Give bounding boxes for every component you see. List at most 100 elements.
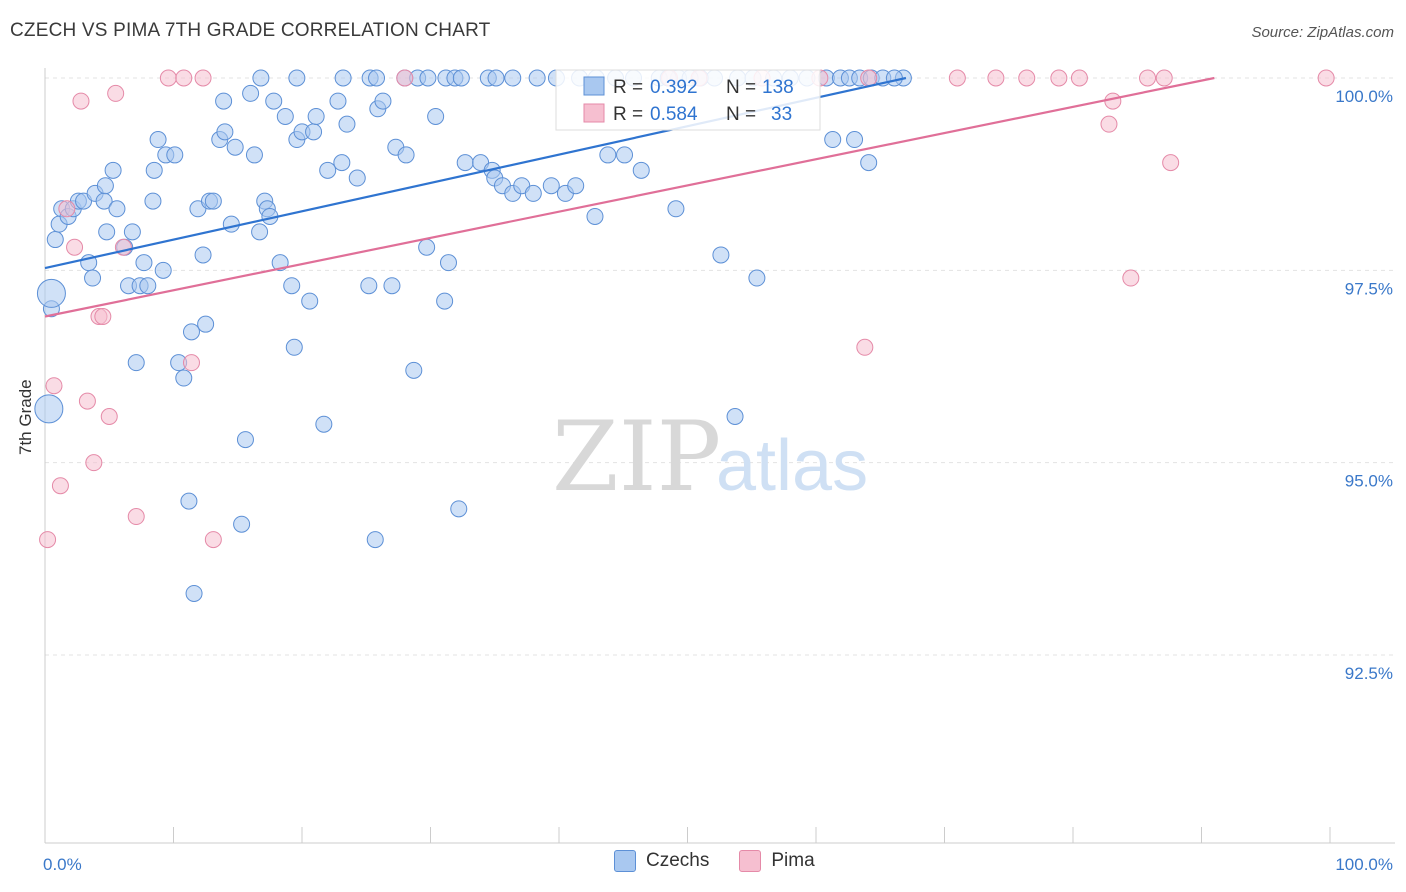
czechs-point bbox=[123, 223, 141, 241]
czechs-point bbox=[333, 154, 351, 172]
pima-swatch bbox=[583, 103, 605, 123]
czechs-point bbox=[175, 369, 193, 387]
czechs-point bbox=[885, 69, 903, 87]
czechs-point bbox=[348, 169, 366, 187]
czechs-point bbox=[204, 192, 222, 210]
czechs-point bbox=[860, 154, 878, 172]
pima-n-label: N = bbox=[726, 104, 756, 125]
czechs-point bbox=[127, 354, 145, 372]
pima-point bbox=[1100, 115, 1118, 133]
czechs-point bbox=[504, 69, 522, 87]
grid-lines bbox=[45, 77, 1395, 656]
pima-points bbox=[39, 69, 1335, 549]
czechs-point bbox=[84, 269, 102, 287]
pima-point bbox=[182, 354, 200, 372]
pima-point bbox=[127, 508, 145, 526]
czechs-point bbox=[98, 223, 116, 241]
czechs-point bbox=[374, 92, 392, 110]
pima-point bbox=[1317, 69, 1335, 87]
czechs-point bbox=[245, 146, 263, 164]
czechs-point bbox=[154, 261, 172, 279]
czechs-points bbox=[34, 69, 912, 602]
pima-point bbox=[100, 408, 118, 426]
y-tick-label: 95.0% bbox=[1345, 472, 1393, 491]
czechs-point bbox=[360, 277, 378, 295]
pima-point bbox=[58, 200, 76, 218]
pima-point bbox=[1122, 269, 1140, 287]
czechs-point bbox=[135, 254, 153, 272]
czechs-point bbox=[301, 292, 319, 310]
czechs-point bbox=[182, 323, 200, 341]
pima-legend-swatch bbox=[739, 850, 762, 872]
pima-point bbox=[1070, 69, 1088, 87]
czechs-point bbox=[427, 107, 445, 125]
czechs-swatch bbox=[583, 76, 605, 96]
czechs-point bbox=[450, 500, 468, 518]
czechs-point-large bbox=[34, 394, 64, 424]
czechs-point bbox=[236, 431, 254, 449]
czechs-point bbox=[144, 192, 162, 210]
czechs-point bbox=[397, 146, 415, 164]
czechs-point bbox=[567, 177, 585, 195]
czechs-point bbox=[726, 408, 744, 426]
pima-point bbox=[66, 238, 84, 256]
legend-item-czechs[interactable]: Czechs bbox=[614, 850, 709, 872]
czechs-point bbox=[632, 161, 650, 179]
pima-point bbox=[1162, 154, 1180, 172]
pima-point bbox=[856, 338, 874, 356]
pima-r-label: R = bbox=[613, 104, 643, 125]
czechs-point bbox=[334, 69, 352, 87]
pima-point bbox=[78, 392, 96, 410]
pima-point bbox=[45, 377, 63, 395]
czechs-point bbox=[487, 69, 505, 87]
czechs-legend-label: Czechs bbox=[646, 850, 710, 871]
stats-legend: R = 0.392 N = 138 R = 0.584 N = 33 bbox=[555, 69, 821, 131]
czechs-point bbox=[748, 269, 766, 287]
czechs-point bbox=[194, 246, 212, 264]
czechs-point bbox=[307, 107, 325, 125]
chart-title: CZECH VS PIMA 7TH GRADE CORRELATION CHAR… bbox=[10, 20, 491, 41]
czechs-point bbox=[456, 154, 474, 172]
czechs-point bbox=[712, 246, 730, 264]
czechs-point bbox=[108, 200, 126, 218]
czechs-point bbox=[524, 184, 542, 202]
pima-point bbox=[72, 92, 90, 110]
y-tick-label: 97.5% bbox=[1345, 279, 1393, 298]
pima-point bbox=[860, 69, 878, 87]
czechs-point bbox=[419, 69, 437, 87]
pima-point bbox=[39, 531, 57, 549]
czechs-point bbox=[315, 415, 333, 433]
y-tick-label: 92.5% bbox=[1345, 664, 1393, 683]
series-legend: Czechs Pima bbox=[614, 850, 815, 872]
czechs-point bbox=[338, 115, 356, 133]
czechs-point bbox=[46, 231, 64, 249]
czechs-point bbox=[319, 161, 337, 179]
czechs-point bbox=[452, 69, 470, 87]
pima-point bbox=[107, 84, 125, 102]
pima-point bbox=[85, 454, 103, 472]
legend-item-pima[interactable]: Pima bbox=[739, 850, 815, 872]
czechs-point bbox=[366, 531, 384, 549]
czechs-point bbox=[149, 131, 167, 149]
czechs-r-value: 0.392 bbox=[650, 77, 698, 98]
x-tick-label: 100.0% bbox=[1335, 855, 1393, 874]
czechs-point bbox=[418, 238, 436, 256]
pima-point bbox=[159, 69, 177, 87]
czechs-point bbox=[383, 277, 401, 295]
pima-point bbox=[1018, 69, 1036, 87]
czechs-point bbox=[586, 207, 604, 225]
czechs-point bbox=[436, 292, 454, 310]
czechs-point bbox=[251, 223, 269, 241]
source-label: Source: ZipAtlas.com bbox=[1251, 24, 1394, 41]
pima-point bbox=[1050, 69, 1068, 87]
czechs-point bbox=[283, 277, 301, 295]
pima-trend-line bbox=[44, 76, 1215, 318]
x-tick-label: 0.0% bbox=[43, 855, 82, 874]
czechs-point bbox=[226, 138, 244, 156]
pima-point bbox=[1104, 92, 1122, 110]
czechs-point bbox=[288, 69, 306, 87]
czechs-point bbox=[197, 315, 215, 333]
pima-point bbox=[1139, 69, 1157, 87]
czechs-point bbox=[215, 92, 233, 110]
pima-point bbox=[175, 69, 193, 87]
